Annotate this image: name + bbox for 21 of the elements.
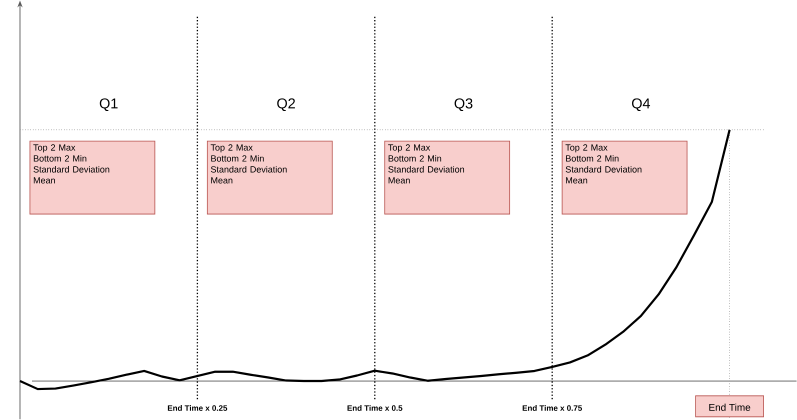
annotation: Top 2 Max <box>210 144 253 153</box>
annotation: Bottom 2 Min <box>566 155 619 162</box>
annotation: Standard Deviation <box>388 166 464 173</box>
annotation: Top 2 Max <box>388 144 430 153</box>
text: Q1 <box>100 98 118 112</box>
annotation: Standard Deviation <box>34 166 110 173</box>
annotation: Bottom 2 Min <box>388 155 442 162</box>
annotation: Mean <box>211 177 232 184</box>
annotation: Standard Deviation <box>210 166 287 173</box>
text: Q2 <box>277 98 295 112</box>
annotation: Bottom 2 Min <box>211 155 264 162</box>
text: Q4 <box>632 98 650 112</box>
annotation: Top 2 Max <box>33 144 76 153</box>
text: End Time <box>709 404 750 412</box>
annotation: Bottom 2 Min <box>34 155 86 162</box>
annotation: Mean <box>388 177 410 184</box>
annotation: Top 2 Max <box>566 144 608 153</box>
annotation: Mean <box>34 177 55 184</box>
text: Q3 <box>454 98 472 112</box>
annotation: Standard Deviation <box>566 166 642 173</box>
annotation: Mean <box>566 177 588 184</box>
